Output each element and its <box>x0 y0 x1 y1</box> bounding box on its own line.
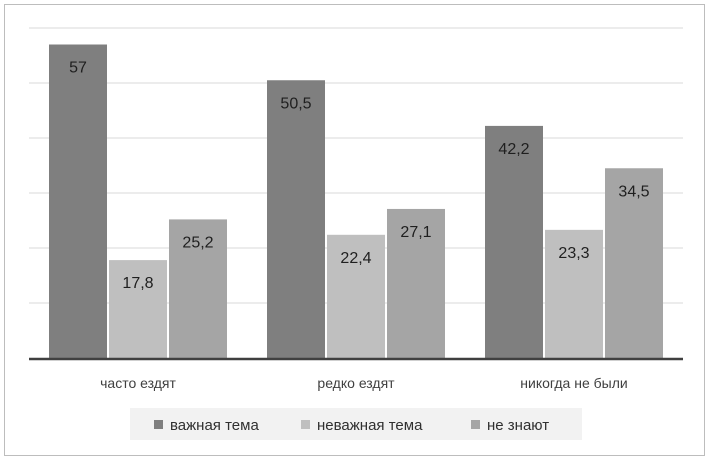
bar <box>545 229 603 358</box>
legend-background <box>130 408 582 440</box>
data-label: 17,8 <box>122 275 153 292</box>
x-tick-label: редко ездят <box>317 375 395 391</box>
bar <box>267 80 325 358</box>
data-label: 27,1 <box>400 224 431 241</box>
data-label: 22,4 <box>340 250 371 267</box>
x-tick-label: часто ездят <box>100 375 176 391</box>
legend-label: не знают <box>487 417 549 434</box>
legend-swatch <box>471 420 480 429</box>
legend-label: неважная тема <box>317 417 423 434</box>
x-tick-labels: часто ездят редко ездят никогда не были <box>100 375 628 391</box>
data-label: 34,5 <box>618 183 649 200</box>
data-label: 23,3 <box>558 245 589 262</box>
data-label: 42,2 <box>498 141 529 158</box>
bars-group: 57 17,8 25,2 50,5 22,4 27,1 42,2 23,3 34,5 <box>49 44 663 359</box>
data-label: 50,5 <box>280 95 311 112</box>
bar <box>109 260 167 358</box>
bar <box>49 44 107 358</box>
bar <box>387 208 445 358</box>
legend-label: важная тема <box>170 417 259 434</box>
bar <box>605 168 663 358</box>
legend: важная тема неважная тема не знают <box>130 408 582 440</box>
bar <box>485 125 543 359</box>
data-label: 25,2 <box>182 234 213 251</box>
legend-swatch <box>154 420 163 429</box>
x-tick-label: никогда не были <box>520 375 627 391</box>
legend-swatch <box>301 420 310 429</box>
bar <box>327 234 385 358</box>
bar <box>169 219 227 358</box>
data-label: 57 <box>69 60 87 77</box>
